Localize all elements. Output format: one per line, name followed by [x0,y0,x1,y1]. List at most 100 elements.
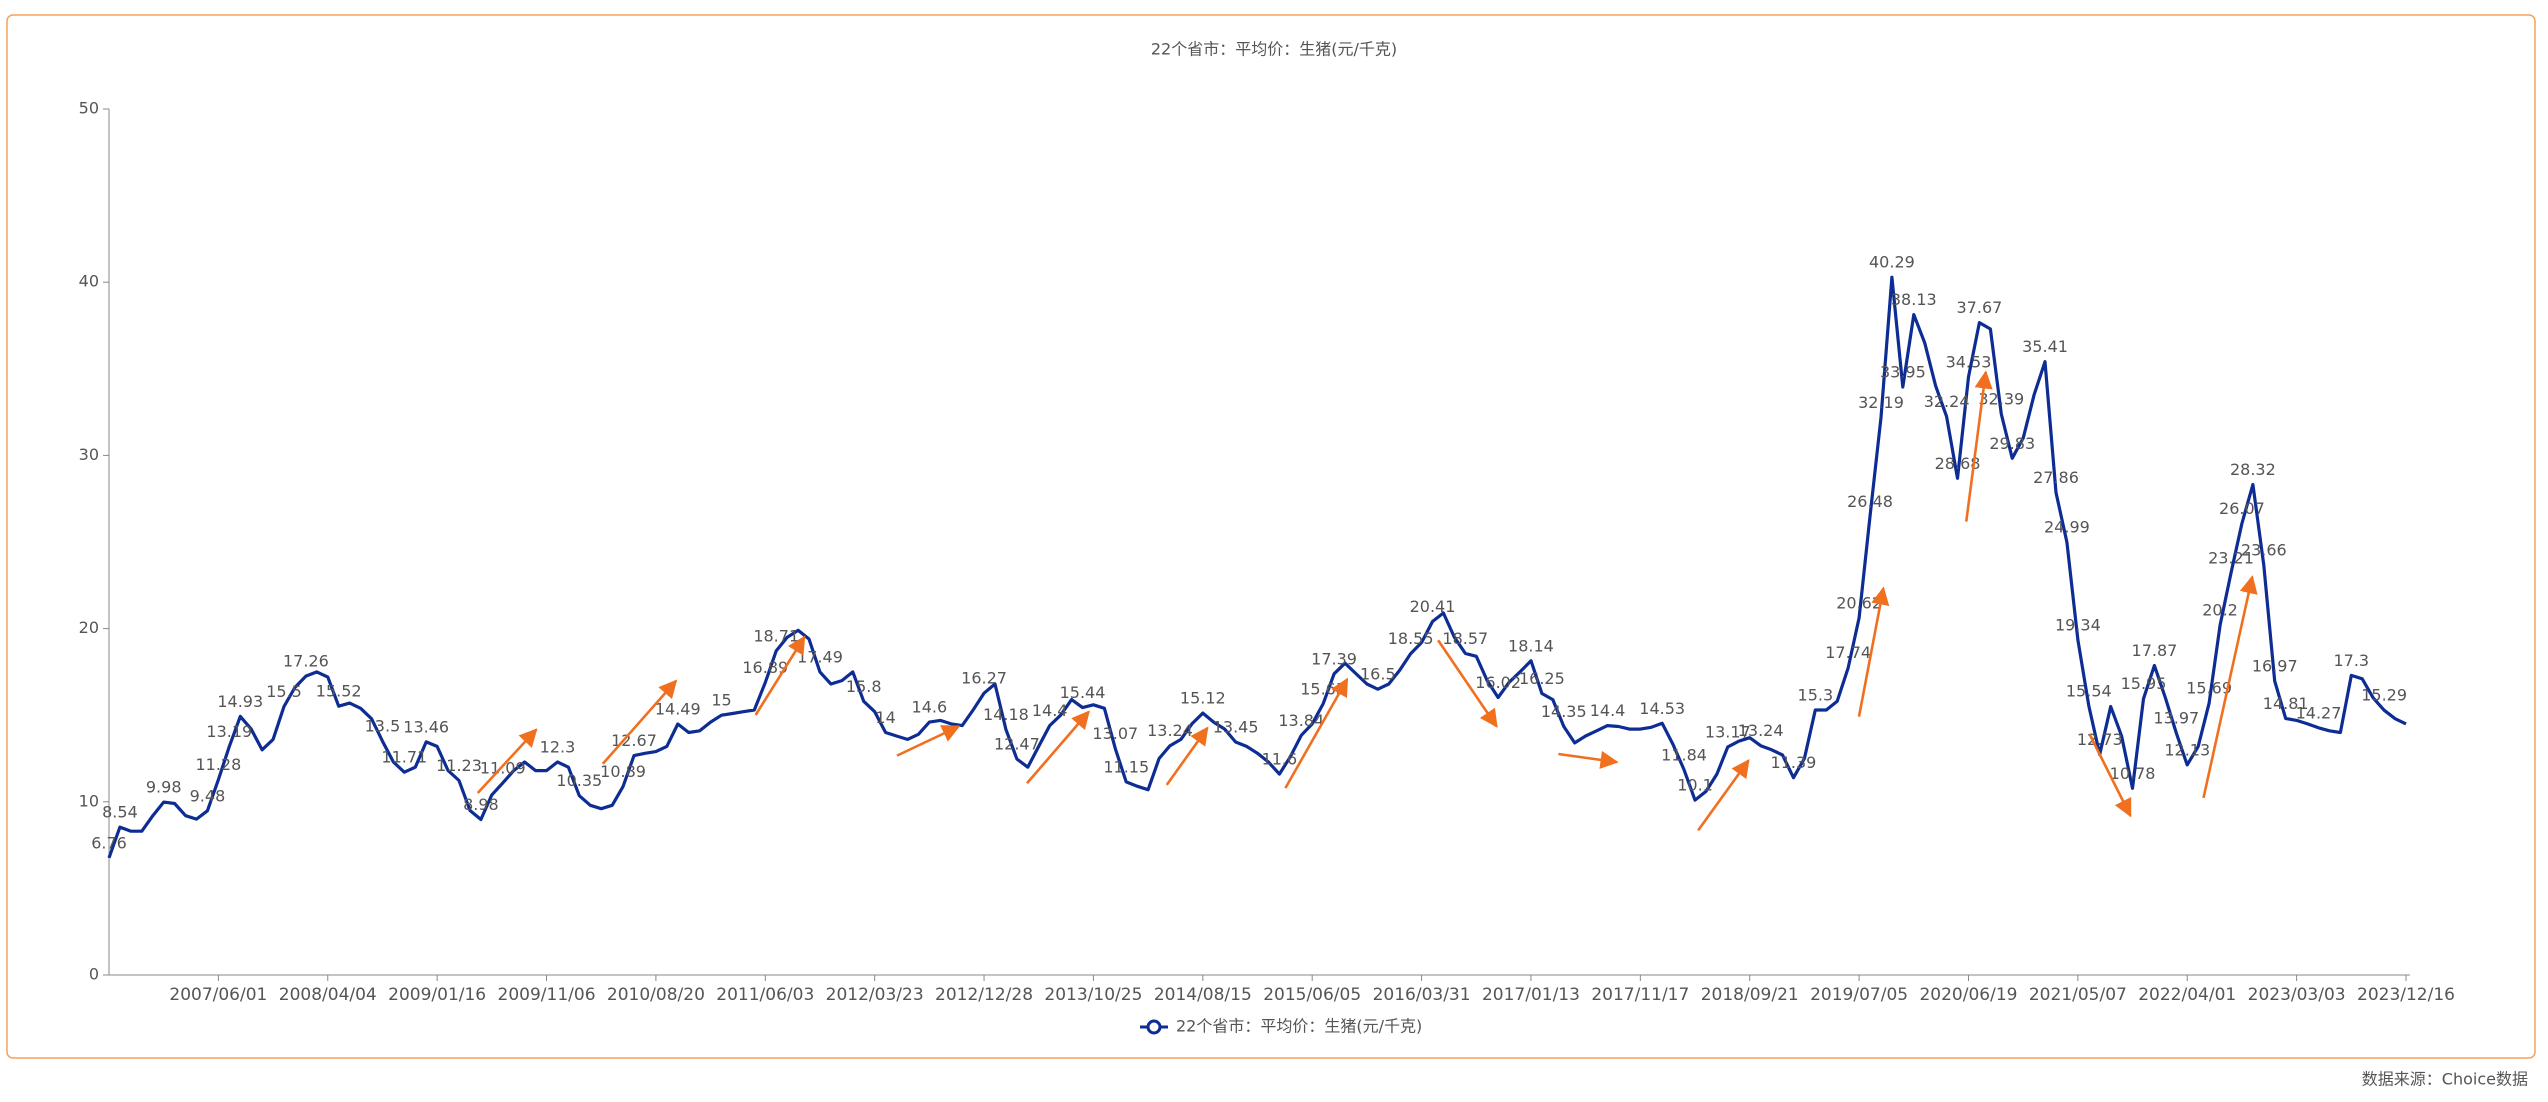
y-tick-label: 40 [79,272,99,291]
y-tick-label: 30 [79,445,99,464]
data-label: 15.29 [2361,686,2407,705]
data-label: 13.07 [1092,724,1138,743]
data-label: 14.93 [217,692,263,711]
data-label: 37.67 [1957,298,2003,317]
data-label: 14.18 [983,705,1029,724]
data-label: 15.8 [846,677,882,696]
arrow [1026,710,1090,785]
data-label: 16.89 [742,658,788,677]
x-tick-label: 2018/09/21 [1701,985,1799,1005]
data-label: 17.87 [2132,641,2178,660]
data-label: 18.55 [1388,629,1434,648]
chart-border [6,14,2536,1059]
data-label: 17.74 [1825,643,1871,662]
arrow [1284,677,1349,789]
data-label: 13.84 [1278,711,1324,730]
data-label: 11.23 [436,756,482,775]
data-label: 13.46 [403,717,449,736]
data-label: 13.24 [1147,721,1193,740]
data-label: 11.28 [195,755,241,774]
x-tick-label: 2012/12/28 [935,985,1033,1005]
data-label: 10.78 [2110,764,2156,783]
arrow [754,635,806,716]
data-label: 13.5 [365,717,401,736]
x-tick-label: 2014/08/15 [1154,985,1252,1005]
data-label: 8.98 [463,795,499,814]
data-label: 20.2 [2202,601,2238,620]
data-label: 8.54 [102,803,138,822]
data-label: 6.76 [91,833,127,852]
x-tick-label: 2007/06/01 [169,985,267,1005]
data-label: 13.24 [1738,721,1784,740]
data-label: 20.41 [1410,597,1456,616]
data-label: 12.3 [540,737,576,756]
y-tick-label: 20 [79,618,99,637]
data-label: 14.53 [1639,699,1685,718]
y-tick-label: 0 [89,965,99,984]
data-label: 17.49 [797,648,843,667]
x-tick-label: 2017/11/17 [1591,985,1689,1005]
source-note: 数据来源：Choice数据 [2362,1070,2528,1089]
x-tick-label: 2021/05/07 [2029,985,2127,1005]
data-label: 12.73 [2077,730,2123,749]
arrow [1964,370,1993,522]
data-label: 40.29 [1869,253,1915,272]
data-label: 12.67 [611,731,657,750]
data-label: 15.5 [266,682,302,701]
data-label: 10.89 [600,762,646,781]
arrow [1558,750,1619,769]
data-label: 9.98 [146,778,182,797]
x-tick-label: 2012/03/23 [826,985,924,1005]
data-label: 32.24 [1924,392,1970,411]
legend-label[interactable]: 22个省市：平均价：生猪(元/千克) [1176,1017,1422,1036]
data-label: 26.07 [2219,499,2265,518]
arrow [1165,726,1209,786]
data-label: 17.3 [2333,651,2369,670]
arrow [1437,639,1498,728]
x-tick-label: 2023/03/03 [2248,985,2346,1005]
data-label: 17.26 [283,652,329,671]
x-tick-label: 2015/06/05 [1263,985,1361,1005]
data-label: 16.27 [961,669,1007,688]
arrow [1697,759,1750,832]
x-tick-label: 2023/12/16 [2357,985,2455,1005]
data-label: 15.12 [1180,689,1226,708]
data-label: 12.47 [994,735,1040,754]
data-label: 24.99 [2044,518,2090,537]
data-label: 14.4 [1590,701,1626,720]
data-label: 14.81 [2263,694,2309,713]
data-label: 15.3 [1798,686,1834,705]
data-label: 16.5 [1360,665,1396,684]
data-label: 26.48 [1847,492,1893,511]
data-label: 10.35 [556,771,602,790]
data-label: 14.35 [1541,702,1587,721]
legend[interactable]: 22个省市：平均价：生猪(元/千克) [1140,1017,1422,1036]
data-label: 15.69 [2186,679,2232,698]
data-label: 32.39 [1978,390,2024,409]
data-label: 23.21 [2208,549,2254,568]
data-label: 16.02 [1475,673,1521,692]
plot-area: 0 10 20 30 40 50 2007/06/01 2008/04/04 2009/01/1… [79,99,2455,1006]
data-label: 13.45 [1213,718,1259,737]
arrow [1857,586,1890,717]
data-label: 23.66 [2241,541,2287,560]
data-label: 14 [875,708,895,727]
x-tick-label: 2019/07/05 [1810,985,1908,1005]
data-label: 19.34 [2055,616,2101,635]
x-tick-label: 2013/10/25 [1044,985,1142,1005]
data-label: 15.44 [1060,683,1106,702]
data-label: 17.39 [1311,649,1357,668]
data-label: 15.54 [2066,681,2112,700]
x-tick-label: 2010/08/20 [607,985,705,1005]
legend-marker [1146,1019,1162,1035]
x-tick-label: 2022/04/01 [2138,985,2236,1005]
x-tick-label: 2017/01/13 [1482,985,1580,1005]
data-label: 14.49 [655,700,701,719]
data-label: 11.71 [381,748,427,767]
data-label: 15.52 [316,682,362,701]
x-tick-label: 2016/03/31 [1373,985,1471,1005]
data-label: 29.83 [1989,434,2035,453]
data-label: 16.25 [1519,669,1565,688]
arrow [2088,733,2132,818]
